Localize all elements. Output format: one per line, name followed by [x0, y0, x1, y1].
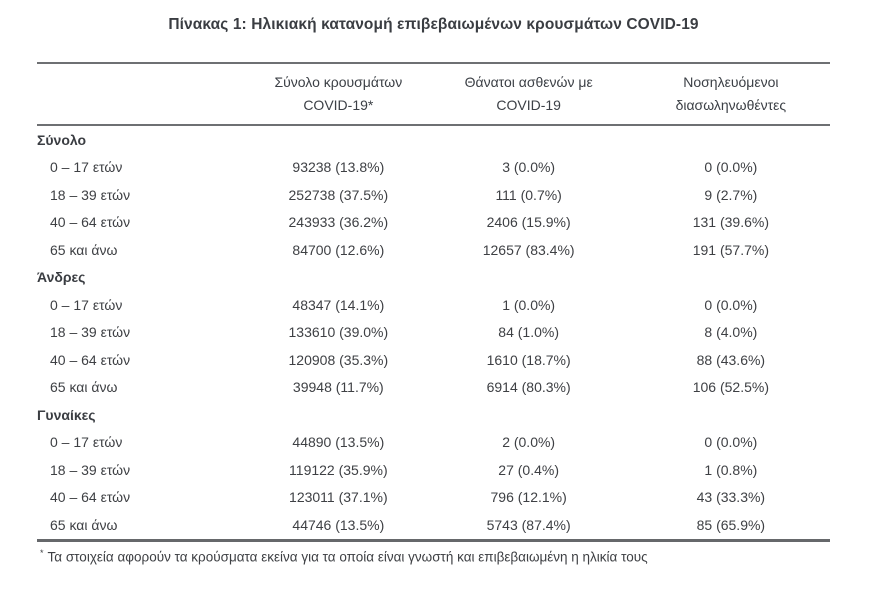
header-total-cases-line1: Σύνολο κρουσμάτων [274, 74, 403, 90]
age-cell: 18 – 39 ετών [50, 324, 131, 341]
table-row: 0 – 17 ετών 44890 (13.5%) 2 (0.0%) 0 (0.0%) [37, 429, 830, 457]
cases-cell: 252738 (37.5%) [288, 186, 389, 203]
table-row: 40 – 64 ετών 243933 (36.2%) 2406 (15.9%) 13… [37, 209, 830, 237]
intubated-cell: 131 (39.6%) [692, 214, 769, 231]
cases-cell: 39948 (11.7%) [292, 379, 384, 396]
header-deaths-line2: COVID-19 [496, 97, 561, 113]
cases-cell: 123011 (37.1%) [289, 489, 388, 506]
table-row: 18 – 39 ετών 252738 (37.5%) 111 (0.7%) 9 (2… [37, 181, 830, 209]
report-page: Πίνακας 1: Ηλικιακή κατανομή επιβεβαιωμέ… [0, 15, 880, 590]
footnote-asterisk: * [40, 547, 44, 558]
footnote-text: Τα στοιχεία αφορούν τα κρούσματα εκείνα … [47, 549, 648, 564]
cases-cell: 243933 (36.2%) [288, 214, 389, 231]
age-cell: 18 – 39 ετών [50, 461, 131, 478]
section-header-row: Γυναίκες [37, 401, 830, 429]
table-row: 40 – 64 ετών 123011 (37.1%) 796 (12.1%) 43 … [37, 484, 830, 512]
deaths-cell: 2 (0.0%) [502, 434, 556, 451]
table-row: 40 – 64 ετών 120908 (35.3%) 1610 (18.7%) 88… [37, 346, 830, 374]
deaths-cell: 2406 (15.9%) [486, 214, 571, 231]
header-intubated-line2: διασωληνωθέντες [675, 97, 787, 113]
deaths-cell: 111 (0.7%) [495, 186, 562, 203]
deaths-cell: 3 (0.0%) [502, 159, 556, 176]
section-header-row: Σύνολο [37, 126, 830, 154]
cases-cell: 93238 (13.8%) [292, 159, 385, 176]
deaths-cell: 6914 (80.3%) [486, 379, 571, 396]
header-intubated-line1: Νοσηλευόμενοι [683, 74, 779, 90]
age-cell: 0 – 17 ετών [50, 159, 123, 176]
table-row: 0 – 17 ετών 48347 (14.1%) 1 (0.0%) 0 (0.0%) [37, 291, 830, 319]
age-cell: 0 – 17 ετών [50, 434, 123, 451]
intubated-cell: 43 (33.3%) [696, 489, 766, 506]
deaths-cell: 5743 (87.4%) [486, 516, 571, 533]
intubated-cell: 1 (0.8%) [704, 461, 758, 478]
intubated-cell: 0 (0.0%) [704, 159, 758, 176]
intubated-cell: 106 (52.5%) [692, 379, 769, 396]
table-header-row: Σύνολο κρουσμάτων COVID-19* Θάνατοι ασθε… [37, 64, 830, 126]
age-cell: 40 – 64 ετών [50, 489, 131, 506]
deaths-cell: 796 (12.1%) [490, 489, 567, 506]
age-cell: 40 – 64 ετών [50, 351, 131, 368]
deaths-cell: 1 (0.0%) [502, 296, 556, 313]
table-row: 0 – 17 ετών 93238 (13.8%) 3 (0.0%) 0 (0.0%) [37, 154, 830, 182]
age-cell: 0 – 17 ετών [50, 296, 123, 313]
header-deaths-line1: Θάνατοι ασθενών με [464, 74, 593, 90]
age-cell: 18 – 39 ετών [50, 186, 131, 203]
intubated-cell: 85 (65.9%) [696, 516, 766, 533]
table-row: 65 και άνω 84700 (12.6%) 12657 (83.4%) 191 … [37, 236, 830, 264]
cases-cell: 48347 (14.1%) [292, 296, 385, 313]
header-total-cases-line2: COVID-19* [303, 97, 374, 113]
deaths-cell: 84 (1.0%) [498, 324, 559, 341]
cases-cell: 120908 (35.3%) [288, 351, 389, 368]
covid-age-distribution-table: Σύνολο κρουσμάτων COVID-19* Θάνατοι ασθε… [37, 62, 830, 542]
header-empty-cell [37, 71, 251, 117]
table-row: 65 και άνω 44746 (13.5%) 5743 (87.4%) 85 (6… [37, 511, 830, 539]
table-row: 18 – 39 ετών 133610 (39.0%) 84 (1.0%) 8 (4.… [37, 319, 830, 347]
age-cell: 65 και άνω [50, 241, 118, 258]
intubated-cell: 0 (0.0%) [704, 296, 758, 313]
section-label: Σύνολο [37, 131, 87, 148]
cases-cell: 44746 (13.5%) [292, 516, 385, 533]
intubated-cell: 9 (2.7%) [704, 186, 758, 203]
cases-cell: 44890 (13.5%) [292, 434, 385, 451]
section-header-row: Άνδρες [37, 264, 830, 292]
age-cell: 65 και άνω [50, 516, 118, 533]
cases-cell: 133610 (39.0%) [288, 324, 389, 341]
deaths-cell: 1610 (18.7%) [486, 351, 571, 368]
section-label: Άνδρες [37, 269, 86, 286]
table-row: 65 και άνω 39948 (11.7%) 6914 (80.3%) 106 (… [37, 374, 830, 402]
age-cell: 40 – 64 ετών [50, 214, 131, 231]
header-deaths: Θάνατοι ασθενών με COVID-19 [426, 71, 632, 117]
intubated-cell: 191 (57.7%) [692, 241, 769, 258]
age-cell: 65 και άνω [50, 379, 118, 396]
intubated-cell: 88 (43.6%) [696, 351, 766, 368]
header-total-cases: Σύνολο κρουσμάτων COVID-19* [251, 71, 425, 117]
intubated-cell: 0 (0.0%) [704, 434, 758, 451]
section-label: Γυναίκες [37, 406, 96, 423]
deaths-cell: 27 (0.4%) [498, 461, 559, 478]
cases-cell: 84700 (12.6%) [292, 241, 385, 258]
table-body: Σύνολο 0 – 17 ετών 93238 (13.8%) 3 (0.0%) 0 … [37, 126, 830, 542]
table-row: 18 – 39 ετών 119122 (35.9%) 27 (0.4%) 1 (0.… [37, 456, 830, 484]
intubated-cell: 8 (4.0%) [704, 324, 758, 341]
cases-cell: 119122 (35.9%) [289, 461, 388, 478]
footnote: * Τα στοιχεία αφορούν τα κρούσματα εκείνα… [40, 548, 880, 565]
table-title: Πίνακας 1: Ηλικιακή κατανομή επιβεβαιωμέ… [168, 16, 699, 33]
deaths-cell: 12657 (83.4%) [482, 241, 575, 258]
header-intubated: Νοσηλευόμενοι διασωληνωθέντες [632, 71, 830, 117]
